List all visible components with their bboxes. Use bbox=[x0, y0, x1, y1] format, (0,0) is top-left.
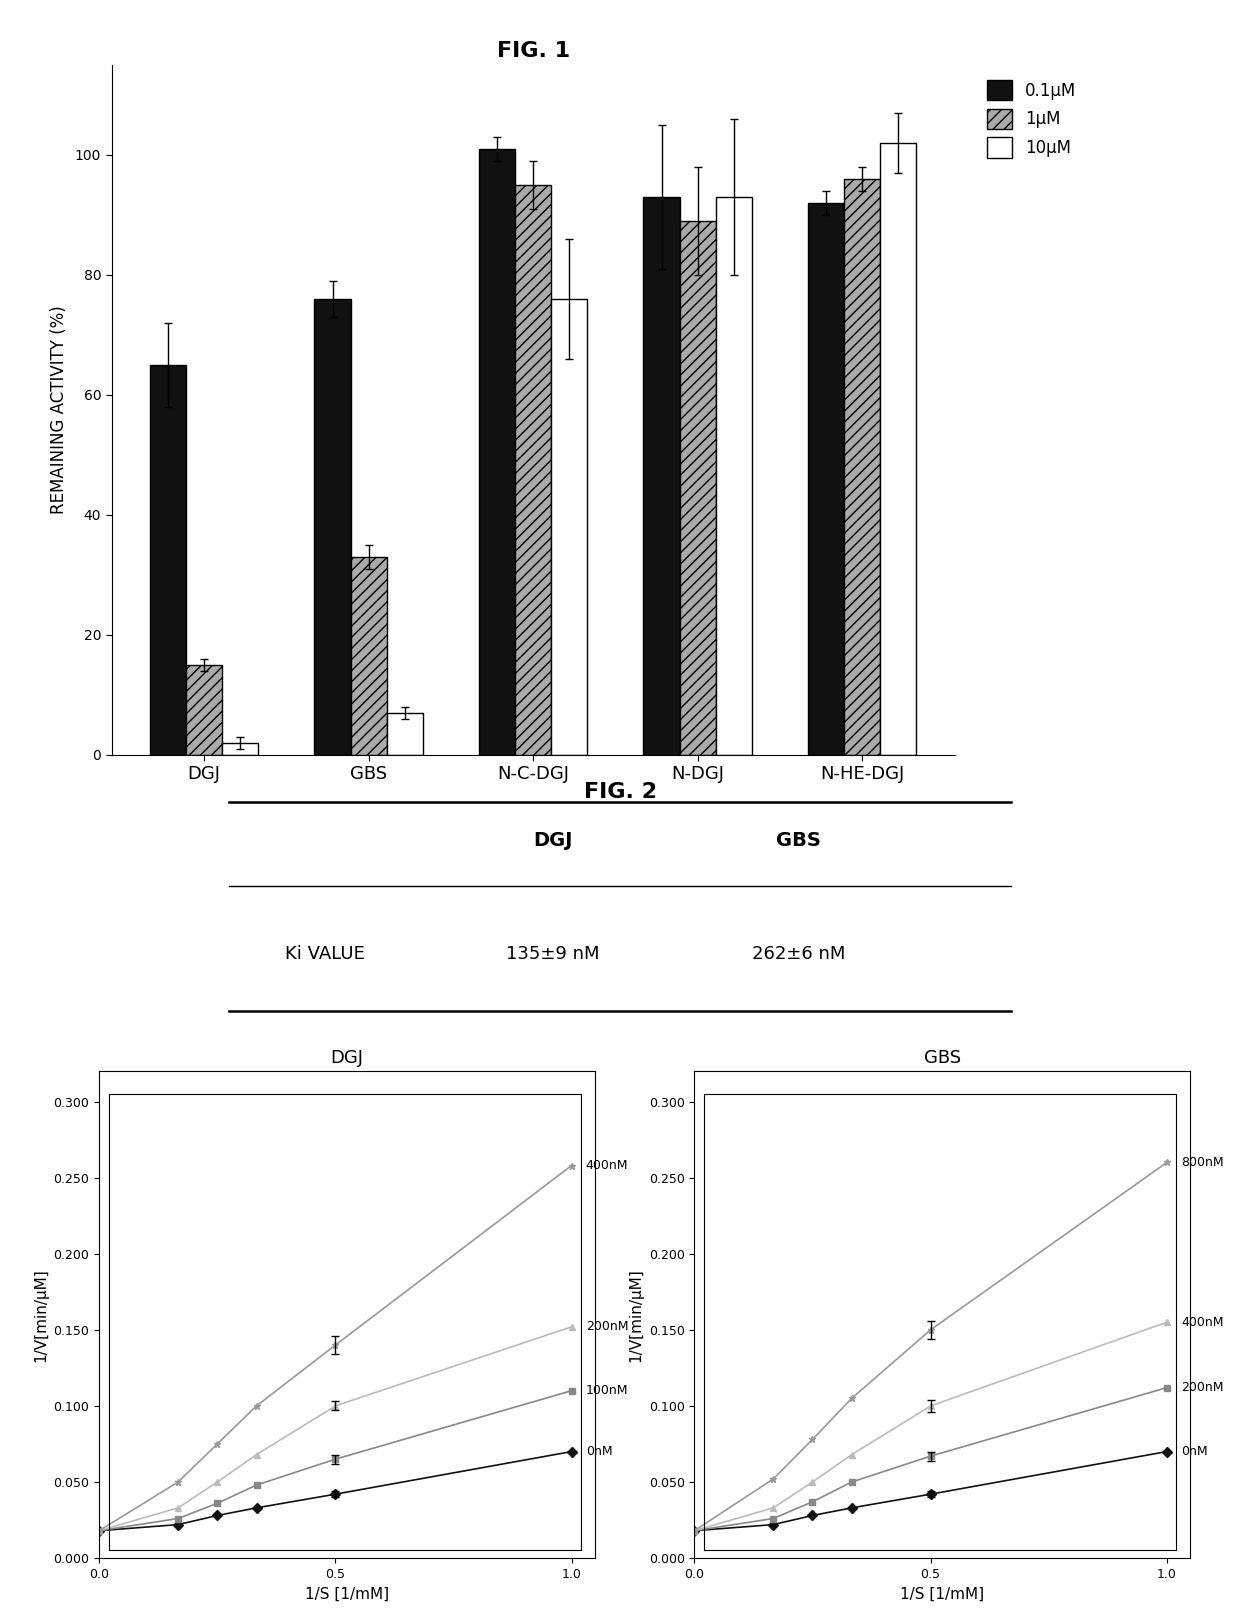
Text: FIG. 1: FIG. 1 bbox=[497, 41, 569, 60]
Y-axis label: 1/V[min/μM]: 1/V[min/μM] bbox=[629, 1268, 644, 1362]
Text: Ki VALUE: Ki VALUE bbox=[285, 945, 365, 964]
Bar bbox=[186, 665, 222, 755]
Bar bbox=[222, 743, 258, 755]
Text: 0nM: 0nM bbox=[1180, 1444, 1208, 1457]
Bar bbox=[715, 196, 751, 755]
Text: 200nM: 200nM bbox=[1180, 1381, 1224, 1394]
Text: 200nM: 200nM bbox=[585, 1319, 629, 1334]
Bar bbox=[644, 196, 680, 755]
Text: 800nM: 800nM bbox=[1180, 1156, 1224, 1169]
Text: 400nM: 400nM bbox=[585, 1159, 629, 1172]
X-axis label: 1/S [1/mM]: 1/S [1/mM] bbox=[305, 1586, 389, 1602]
Bar bbox=[479, 149, 515, 755]
Text: 135±9 nM: 135±9 nM bbox=[506, 945, 600, 964]
Text: 262±6 nM: 262±6 nM bbox=[751, 945, 846, 964]
Bar bbox=[315, 299, 351, 755]
Bar bbox=[808, 203, 844, 755]
Y-axis label: REMAINING ACTIVITY (%): REMAINING ACTIVITY (%) bbox=[50, 305, 68, 514]
Bar bbox=[880, 143, 916, 755]
Bar bbox=[515, 185, 552, 755]
Bar bbox=[552, 299, 588, 755]
Text: 0nM: 0nM bbox=[585, 1444, 613, 1457]
Bar bbox=[844, 179, 880, 755]
Text: 400nM: 400nM bbox=[1180, 1316, 1224, 1329]
Bar bbox=[680, 221, 715, 755]
Text: GBS: GBS bbox=[776, 831, 821, 850]
Text: 100nM: 100nM bbox=[585, 1384, 629, 1397]
Bar bbox=[150, 365, 186, 755]
Text: DGJ: DGJ bbox=[533, 831, 573, 850]
Bar bbox=[387, 712, 423, 755]
Bar bbox=[351, 557, 387, 755]
X-axis label: 1/S [1/mM]: 1/S [1/mM] bbox=[900, 1586, 985, 1602]
Title: GBS: GBS bbox=[924, 1048, 961, 1066]
Text: FIG. 2: FIG. 2 bbox=[584, 782, 656, 802]
Y-axis label: 1/V[min/μM]: 1/V[min/μM] bbox=[33, 1268, 48, 1362]
Legend: 0.1μM, 1μM, 10μM: 0.1μM, 1μM, 10μM bbox=[980, 73, 1083, 164]
Title: DGJ: DGJ bbox=[331, 1048, 363, 1066]
